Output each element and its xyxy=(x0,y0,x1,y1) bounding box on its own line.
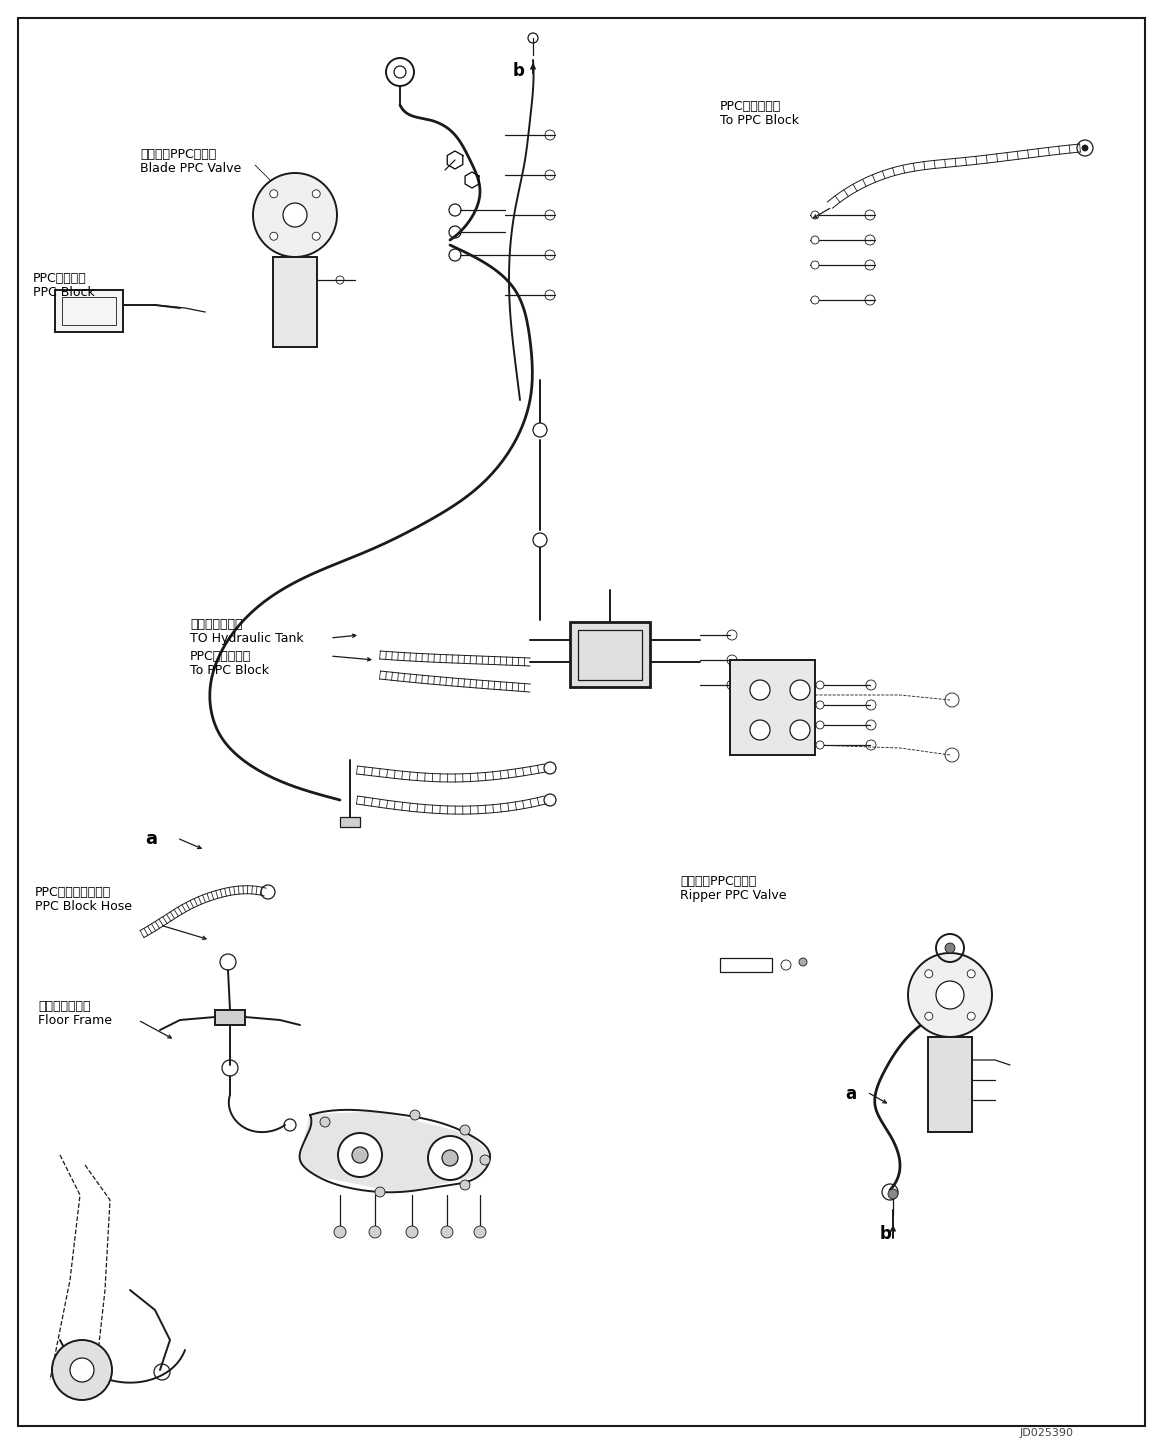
Circle shape xyxy=(816,721,825,729)
Circle shape xyxy=(750,680,770,700)
Circle shape xyxy=(320,1118,330,1126)
Circle shape xyxy=(406,1226,418,1238)
Text: b: b xyxy=(880,1225,892,1243)
Text: ブレードPPCバルブ: ブレードPPCバルブ xyxy=(140,147,216,160)
Text: Ripper PPC Valve: Ripper PPC Valve xyxy=(680,890,786,902)
Text: PPCブロックへ: PPCブロックへ xyxy=(720,100,782,113)
Circle shape xyxy=(925,1012,933,1021)
Text: a: a xyxy=(145,830,157,848)
Circle shape xyxy=(312,189,320,198)
Circle shape xyxy=(70,1357,94,1382)
Circle shape xyxy=(925,970,933,978)
Circle shape xyxy=(475,1226,486,1238)
Text: b: b xyxy=(513,62,525,79)
Circle shape xyxy=(270,189,278,198)
Circle shape xyxy=(254,173,337,257)
Circle shape xyxy=(968,970,976,978)
Text: PPCブロック: PPCブロック xyxy=(33,271,87,284)
Text: a: a xyxy=(846,1084,856,1103)
Circle shape xyxy=(394,66,406,78)
Circle shape xyxy=(811,235,819,244)
Circle shape xyxy=(374,1187,385,1197)
Circle shape xyxy=(461,1180,470,1190)
Text: JD025390: JD025390 xyxy=(1020,1428,1073,1438)
Circle shape xyxy=(270,232,278,240)
Circle shape xyxy=(428,1136,472,1180)
Circle shape xyxy=(816,741,825,749)
Circle shape xyxy=(811,296,819,305)
Circle shape xyxy=(889,1188,898,1199)
Circle shape xyxy=(411,1110,420,1121)
Text: 作動油タンクへ: 作動油タンクへ xyxy=(190,618,243,631)
Circle shape xyxy=(533,423,547,438)
Circle shape xyxy=(799,957,807,966)
Text: PPC Block: PPC Block xyxy=(33,286,94,299)
Circle shape xyxy=(936,980,964,1009)
Circle shape xyxy=(811,211,819,219)
Circle shape xyxy=(441,1226,454,1238)
Text: PPCブロックホース: PPCブロックホース xyxy=(35,887,112,900)
Text: Blade PPC Valve: Blade PPC Valve xyxy=(140,162,241,175)
Bar xyxy=(62,297,116,325)
Circle shape xyxy=(369,1226,381,1238)
Circle shape xyxy=(816,682,825,689)
Bar xyxy=(273,257,317,347)
Circle shape xyxy=(968,1012,976,1021)
Circle shape xyxy=(790,721,809,739)
Circle shape xyxy=(816,700,825,709)
Circle shape xyxy=(790,680,809,700)
Circle shape xyxy=(750,721,770,739)
Circle shape xyxy=(52,1340,112,1401)
Bar xyxy=(570,622,650,687)
Text: PPCブロックへ: PPCブロックへ xyxy=(190,650,251,663)
Bar xyxy=(720,957,772,972)
Circle shape xyxy=(334,1226,347,1238)
Circle shape xyxy=(283,204,307,227)
Text: Floor Frame: Floor Frame xyxy=(38,1014,112,1027)
Circle shape xyxy=(442,1149,458,1165)
Circle shape xyxy=(461,1125,470,1135)
Text: TO Hydraulic Tank: TO Hydraulic Tank xyxy=(190,632,304,645)
Circle shape xyxy=(312,232,320,240)
Circle shape xyxy=(533,533,547,547)
Circle shape xyxy=(480,1155,490,1165)
Text: To PPC Block: To PPC Block xyxy=(190,664,269,677)
Bar xyxy=(215,1009,245,1025)
Text: PPC Block Hose: PPC Block Hose xyxy=(35,900,131,913)
Bar xyxy=(730,660,815,755)
Text: To PPC Block: To PPC Block xyxy=(720,114,799,127)
Bar xyxy=(340,817,361,827)
Bar xyxy=(928,1037,972,1132)
Polygon shape xyxy=(300,1112,490,1191)
Text: フロアフレーム: フロアフレーム xyxy=(38,1001,91,1014)
Circle shape xyxy=(1082,144,1089,152)
Circle shape xyxy=(946,943,955,953)
Circle shape xyxy=(338,1134,381,1177)
Bar xyxy=(55,290,123,332)
Circle shape xyxy=(908,953,992,1037)
Circle shape xyxy=(811,261,819,269)
Bar xyxy=(578,630,642,680)
Circle shape xyxy=(352,1147,368,1162)
Text: リッパ　PPCバルブ: リッパ PPCバルブ xyxy=(680,875,756,888)
